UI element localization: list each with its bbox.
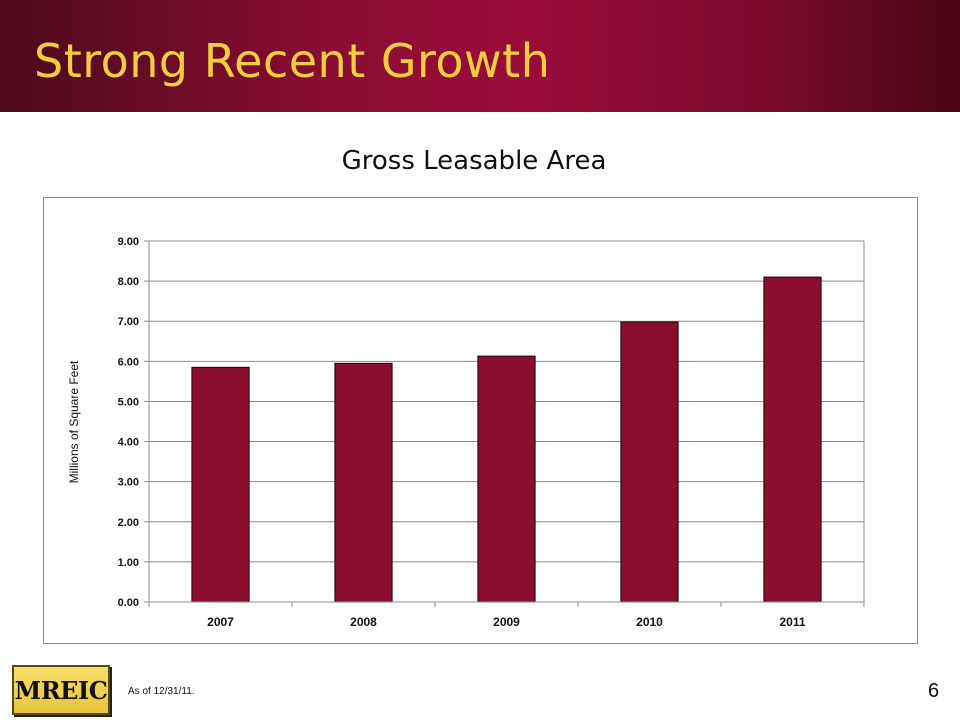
x-tick-label: 2011 <box>779 615 805 629</box>
y-tick-label: 1.00 <box>118 557 139 569</box>
bar-2007 <box>191 366 250 603</box>
y-tick-label: 6.00 <box>118 356 139 368</box>
bar-2010 <box>620 321 679 603</box>
x-tick-label: 2010 <box>636 615 663 629</box>
y-tick-label: 9.00 <box>118 236 139 248</box>
y-tick-label: 2.00 <box>118 517 139 529</box>
y-tick-label: 7.00 <box>118 316 139 328</box>
y-axis-label: Millions of Square Feet <box>67 360 81 483</box>
x-tick-label: 2009 <box>493 615 520 629</box>
bar-chart: 0.00 1.00 2.00 3.00 4.00 5.00 6.00 7.00 8.00 9.00… <box>67 236 865 629</box>
slide-title: Strong Recent Growth <box>34 34 551 88</box>
x-tick-label: 2007 <box>207 615 234 629</box>
company-logo: MREIC <box>12 665 110 715</box>
axes <box>144 240 865 607</box>
y-tick-label: 8.00 <box>118 276 139 288</box>
logo-text: MREIC <box>14 675 108 705</box>
bar-2009 <box>477 355 536 603</box>
chart-title: Gross Leasable Area <box>341 146 607 176</box>
title-banner: Strong Recent Growth <box>0 0 960 112</box>
y-tick-label: 0.00 <box>118 597 139 609</box>
y-tick-label: 4.00 <box>118 437 139 449</box>
bar-2011 <box>763 276 822 603</box>
x-tick-labels: 2007 2008 2009 2010 2011 <box>207 615 806 629</box>
bars <box>191 276 822 603</box>
footnote: As of 12/31/11. <box>128 686 195 697</box>
bar-2008 <box>334 362 393 603</box>
x-tick-label: 2008 <box>350 615 377 629</box>
y-tick-label: 5.00 <box>118 396 139 408</box>
page-number: 6 <box>928 680 940 702</box>
y-tick-labels: 0.00 1.00 2.00 3.00 4.00 5.00 6.00 7.00 8.00 9.00 <box>118 236 139 609</box>
y-tick-label: 3.00 <box>118 477 139 489</box>
chart-frame: 0.00 1.00 2.00 3.00 4.00 5.00 6.00 7.00 8.00 9.00… <box>43 197 918 644</box>
